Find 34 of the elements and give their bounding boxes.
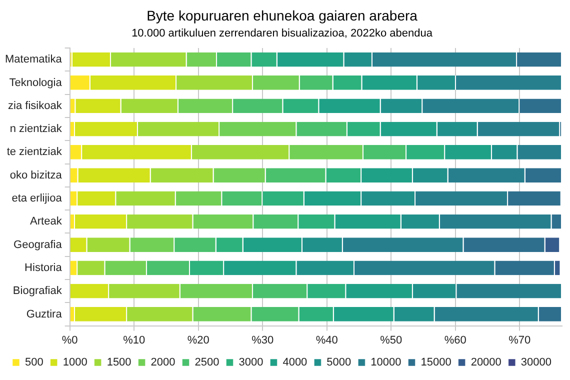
x-tick-label: %70 [508,334,531,346]
chart-subtitle: 10.000 artikuluen zerrendaren bisualizazioa, 2022ko abendua [132,27,434,40]
y-tick-label: oko bizitza [10,169,63,182]
x-tick-label: %60 [444,334,466,346]
legend-label: 1000 [62,356,88,369]
legend-label: 20000 [470,356,502,369]
y-tick-label: Historia [24,262,63,274]
chart-title: Byte kopuruaren ehunekoa gaiaren arabera [146,7,418,24]
legend-label: 15000 [420,356,452,369]
y-tick-label: Arteak [30,216,62,228]
y-tick-label: zia fisikoak [8,100,62,112]
legend-label: 30000 [520,356,552,369]
x-tick-label: %10 [123,334,146,346]
x-tick-label: %20 [187,334,210,346]
legend-label: 10000 [370,356,402,369]
legend-label: 4000 [282,356,308,369]
y-tick-label: Guztira [26,308,63,320]
y-tick-label: Biografiak [12,285,62,298]
y-tick-label: Matematika [4,54,63,66]
legend-label: 3000 [238,356,264,369]
y-tick-label: Geografia [14,238,63,251]
x-tick-label: %0 [62,334,78,346]
y-tick-label: eta erlijioa [12,192,63,205]
y-tick-label: n zientziak [10,123,62,136]
x-tick-label: %30 [252,334,274,346]
legend-label: 2000 [150,356,176,369]
x-tick-label: %50 [380,334,402,346]
y-tick-label: te zientziak [6,146,62,158]
legend-label: 2500 [194,356,220,369]
legend-label: 1500 [106,356,132,369]
legend-label: 500 [25,356,44,369]
legend-label: 5000 [326,356,352,369]
y-tick-label: Teknologia [9,76,63,89]
x-tick-label: %40 [316,334,338,346]
